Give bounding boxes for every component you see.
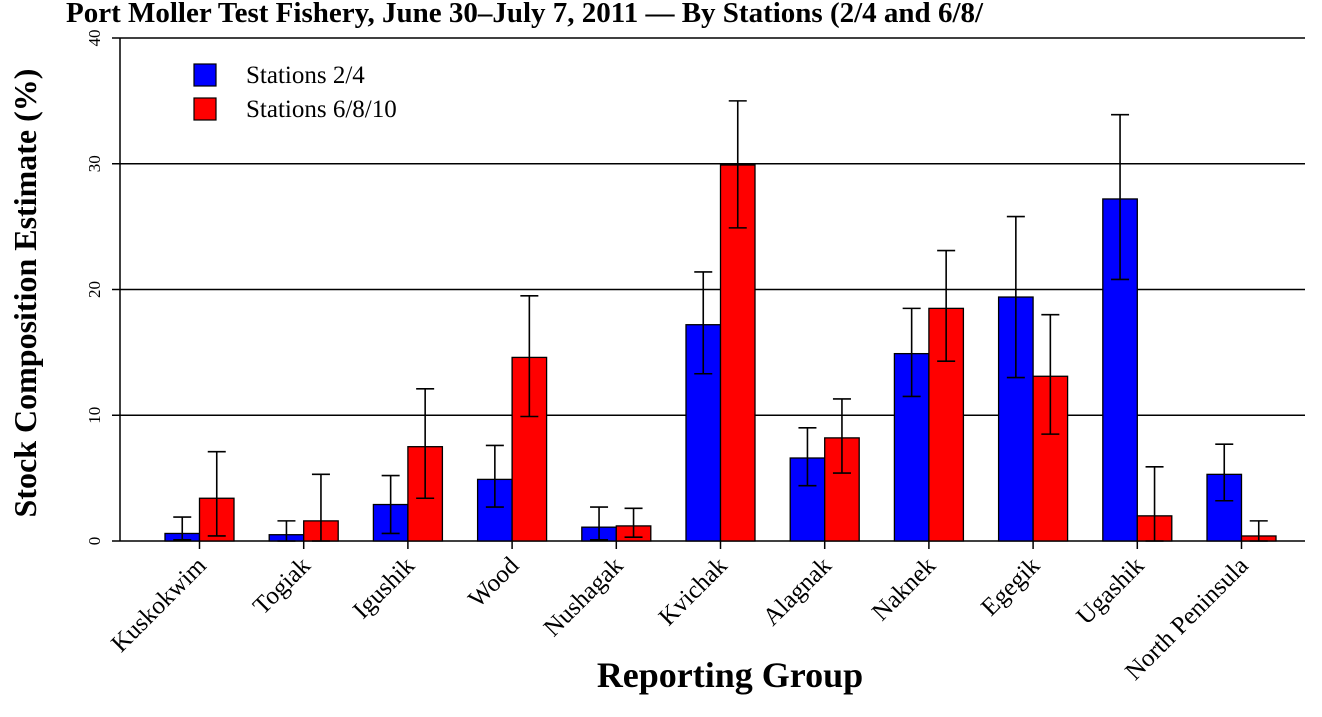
legend-swatch — [193, 97, 217, 121]
x-tick-label: Togiak — [248, 552, 316, 620]
chart-title: Port Moller Test Fishery, June 30–July 7… — [66, 0, 984, 29]
x-tick-label: Egegik — [976, 552, 1046, 622]
legend: Stations 2/4 Stations 6/8/10 — [193, 62, 397, 123]
y-tick-label: 40 — [85, 30, 104, 47]
x-tick-label: Wood — [463, 552, 524, 613]
x-tick-label: Igushik — [348, 552, 420, 624]
y-tick-label: 0 — [85, 537, 104, 546]
x-tick-label: Ugashik — [1072, 552, 1150, 630]
x-tick-label: Alagnak — [758, 552, 837, 631]
y-axis-label: Stock Composition Estimate (%) — [7, 69, 43, 518]
x-tick-label: Nushagak — [539, 552, 629, 642]
x-tick-label: Naknek — [867, 552, 941, 626]
error-bars — [173, 100, 1268, 542]
y-axis: 0 10 20 30 40 — [85, 30, 121, 546]
legend-label: Stations 2/4 — [246, 62, 365, 89]
x-tick-label: Kvichak — [654, 552, 733, 631]
x-axis-label: Reporting Group — [597, 655, 863, 695]
y-tick-label: 10 — [85, 407, 104, 424]
legend-swatch — [193, 63, 217, 87]
legend-label: Stations 6/8/10 — [246, 96, 397, 123]
bars — [164, 164, 1277, 542]
x-tick-label: Kuskokwim — [106, 552, 212, 658]
y-tick-label: 30 — [85, 155, 104, 172]
bar — [511, 356, 548, 542]
y-tick-label: 20 — [85, 281, 104, 298]
